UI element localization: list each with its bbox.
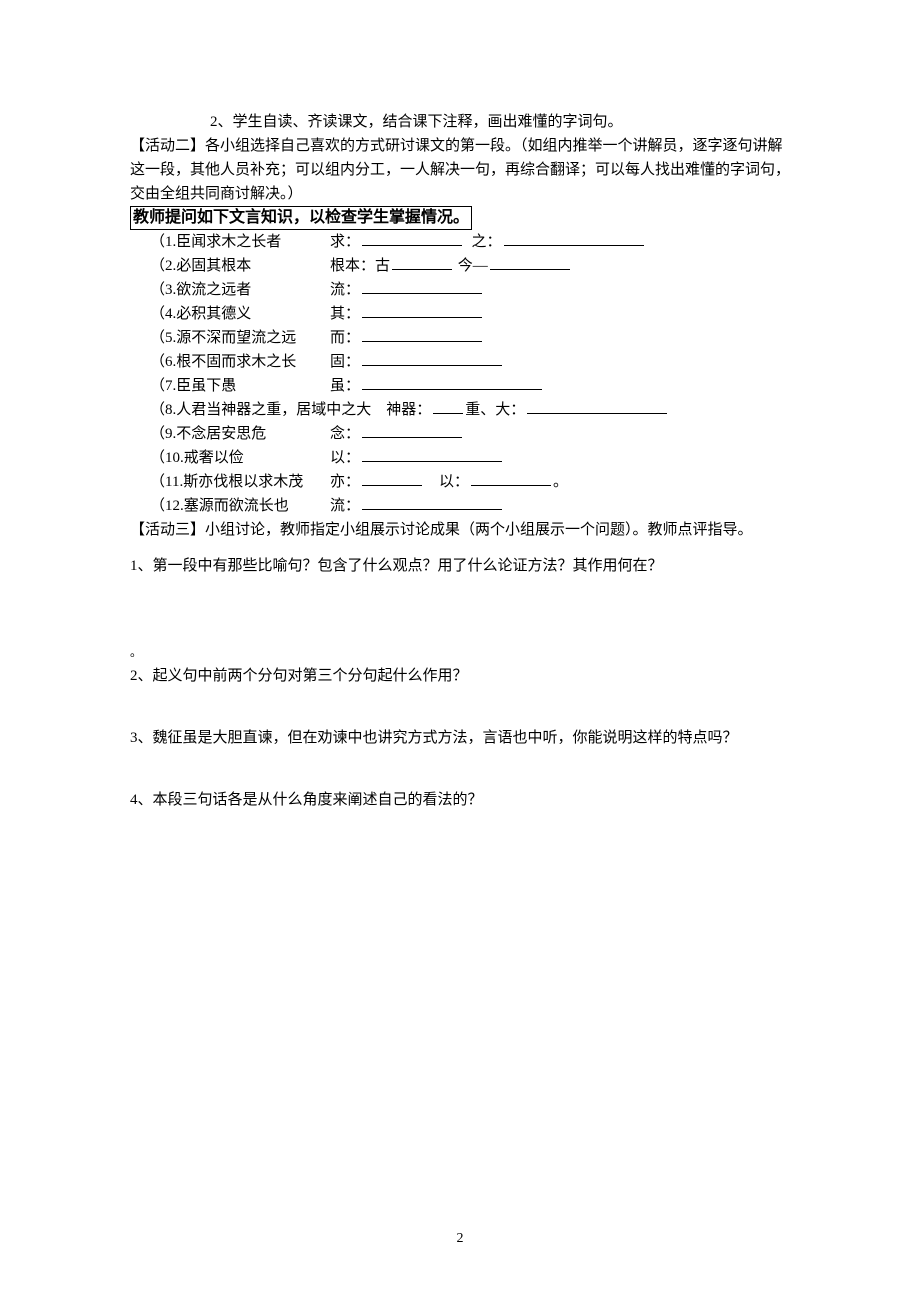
fill-item-3: （3.欲流之远者流： xyxy=(130,278,790,302)
fill-item-7: （7.臣虽下愚虽： xyxy=(130,374,790,398)
question-1: 1、第一段中有那些比喻句？包含了什么观点？用了什么论证方法？其作用何在？ xyxy=(130,554,790,578)
activity-3-text: 【活动三】小组讨论，教师指定小组展示讨论成果（两个小组展示一个问题）。教师点评指… xyxy=(130,518,790,542)
fill-item-10: （10.戒奢以俭以： xyxy=(130,446,790,470)
question-2: 2、起义句中前两个分句对第三个分句起什么作用？ xyxy=(130,664,790,688)
stray-period: 。 xyxy=(130,640,790,664)
teacher-prompt-box: 教师提问如下文言知识，以检查学生掌握情况。 xyxy=(130,206,472,230)
fill-item-5: （5.源不深而望流之远而： xyxy=(130,326,790,350)
page-number: 2 xyxy=(0,1231,920,1247)
question-3: 3、魏征虽是大胆直谏，但在劝谏中也讲究方式方法，言语也中听，你能说明这样的特点吗… xyxy=(130,726,790,750)
fill-item-6: （6.根不固而求木之长固： xyxy=(130,350,790,374)
fill-item-11: （11.斯亦伐根以求木茂亦： 以：。 xyxy=(130,470,790,494)
activity-2-text: 【活动二】各小组选择自己喜欢的方式研讨课文的第一段。（如组内推举一个讲解员，逐字… xyxy=(130,134,790,206)
fill-item-12: （12.塞源而欲流长也流： xyxy=(130,494,790,518)
question-4: 4、本段三句话各是从什么角度来阐述自己的看法的？ xyxy=(130,788,790,812)
fill-item-8: （8.人君当神器之重，居域中之大 神器：重、大： xyxy=(130,398,790,422)
fill-item-4: （4.必积其德义其： xyxy=(130,302,790,326)
intro-line-1: 2、学生自读、齐读课文，结合课下注释，画出难懂的字词句。 xyxy=(130,110,790,134)
fill-item-2: （2.必固其根本根本：古 今— xyxy=(130,254,790,278)
fill-item-9: （9.不念居安思危念： xyxy=(130,422,790,446)
fill-blank-list: （1.臣闻求木之长者求： 之：（2.必固其根本根本：古 今—（3.欲流之远者流：… xyxy=(130,230,790,518)
fill-item-1: （1.臣闻求木之长者求： 之： xyxy=(130,230,790,254)
